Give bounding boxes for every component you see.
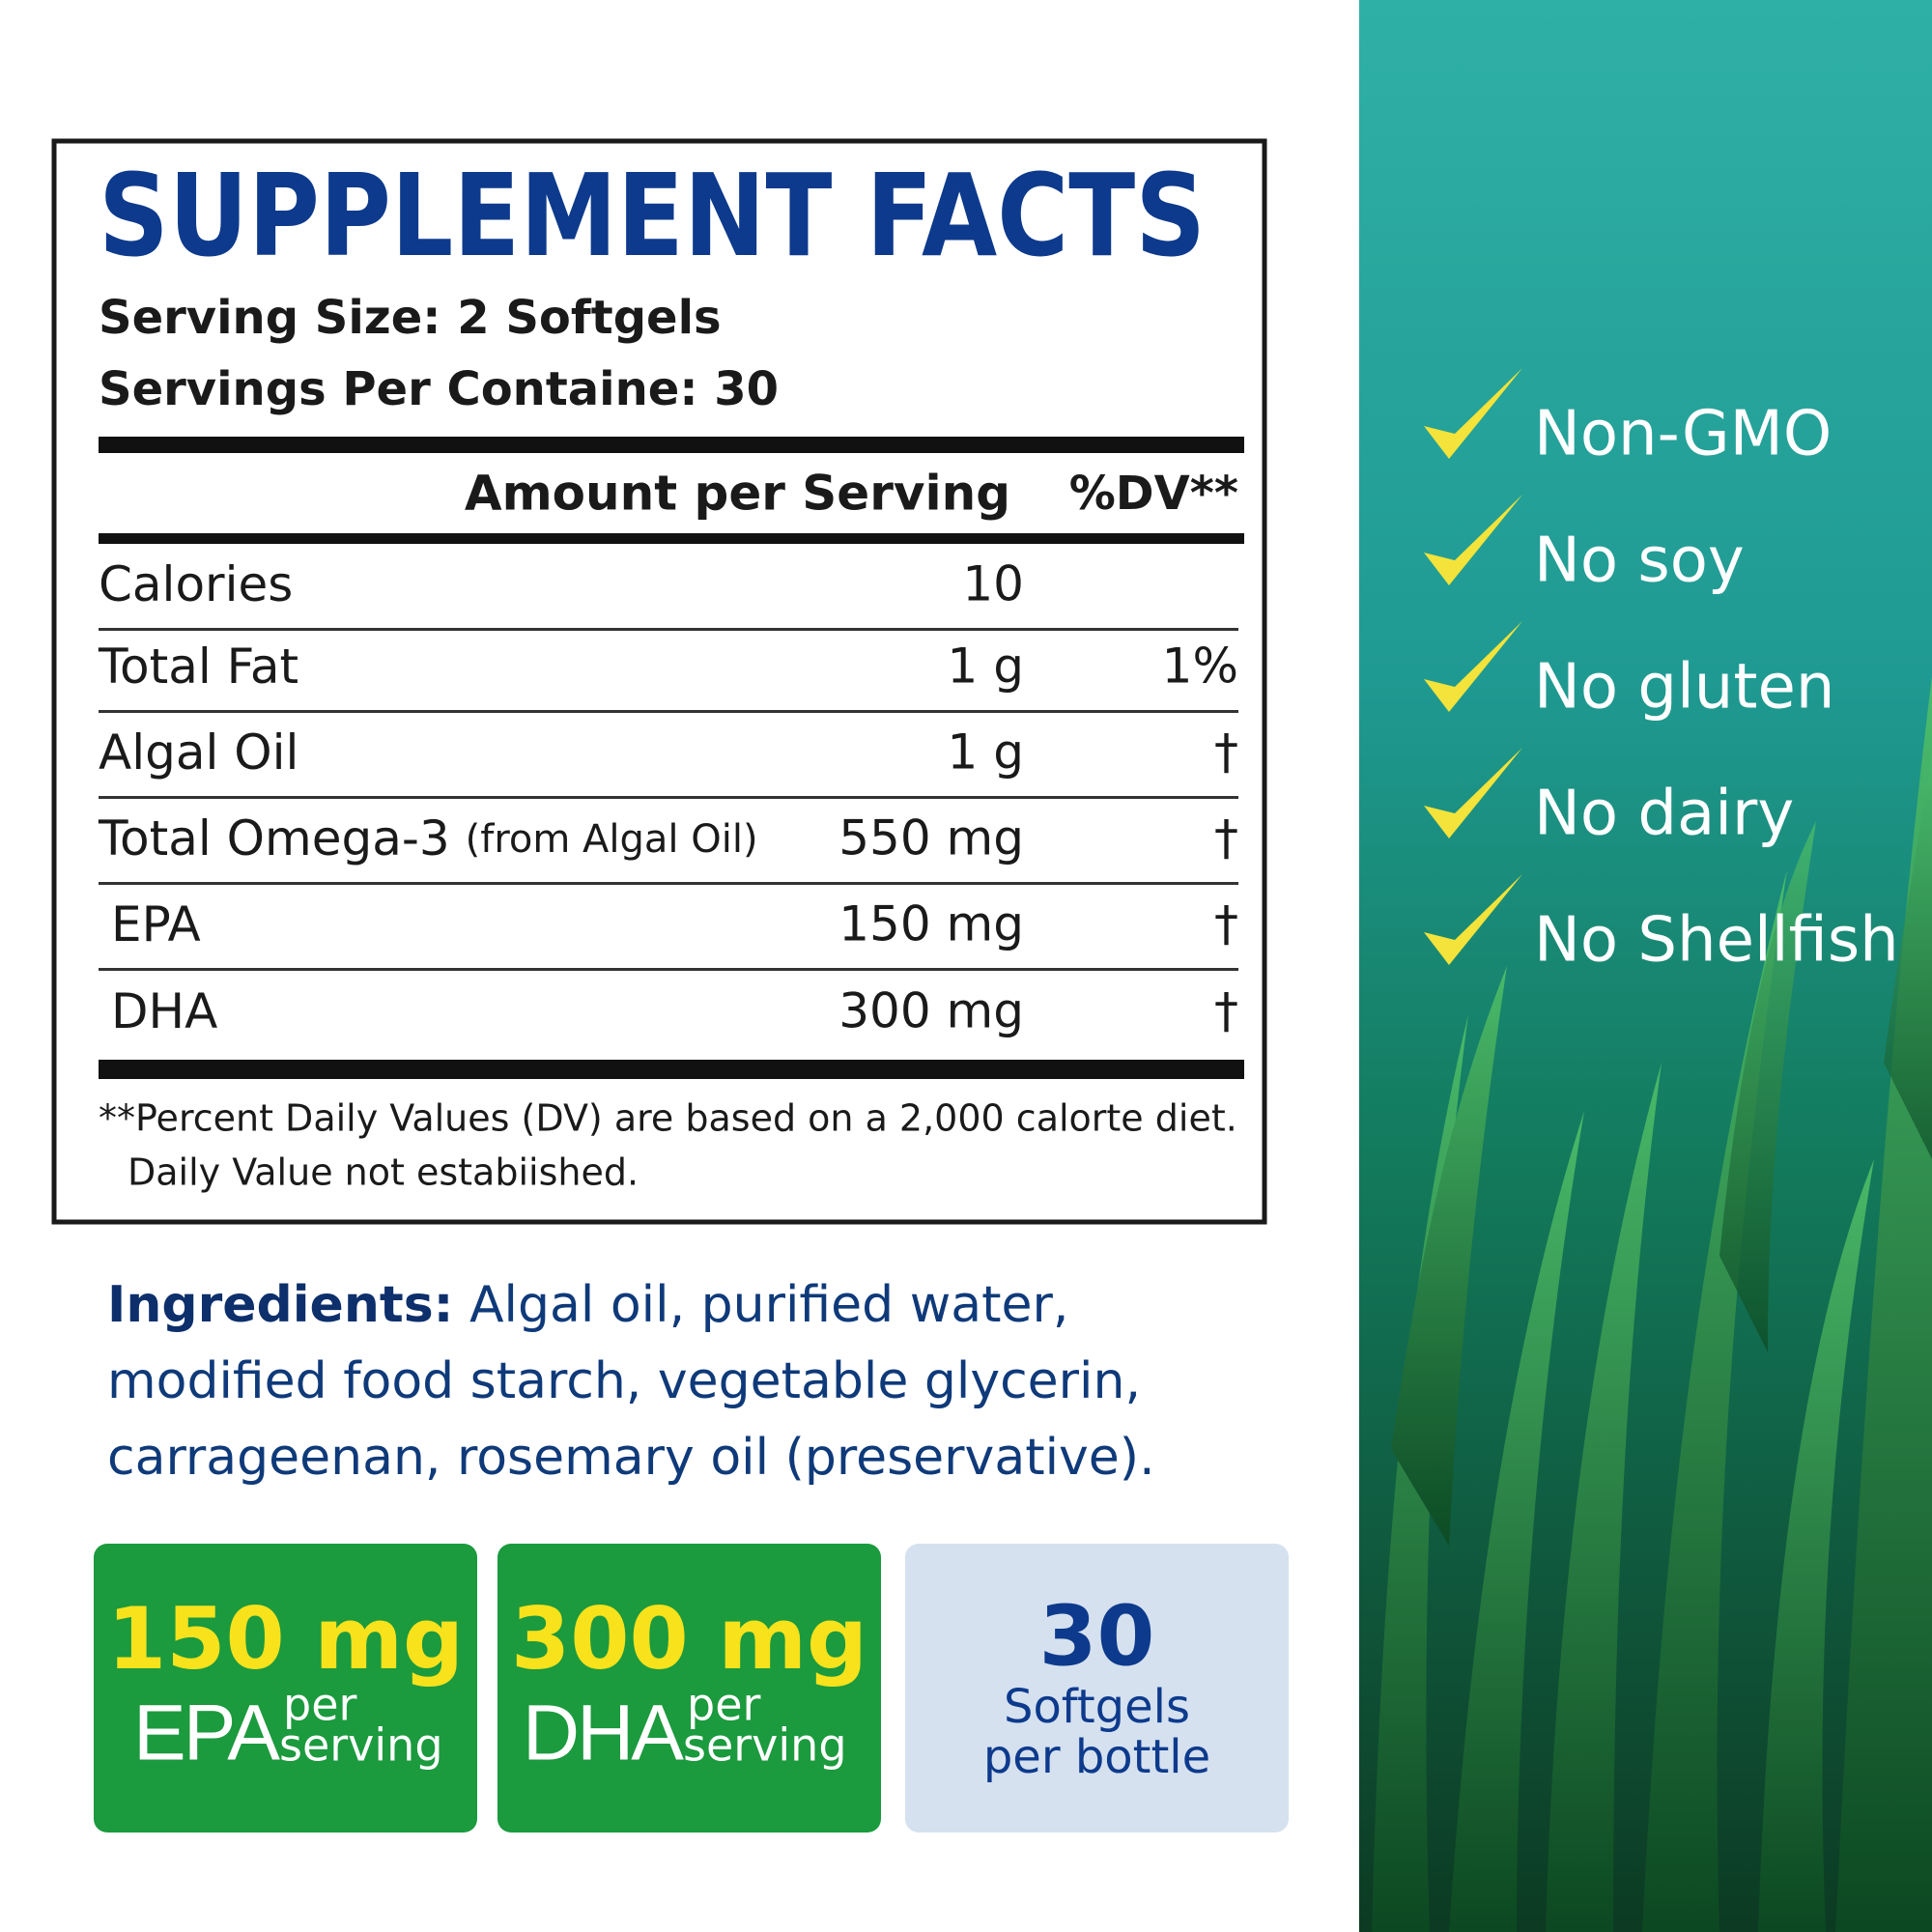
row-rule	[99, 968, 1238, 971]
ingredients: Ingredients: Algal oil, purified water, …	[107, 1267, 1286, 1496]
facts-box	[51, 138, 1267, 1225]
badge-name: EPA	[133, 1690, 280, 1777]
nutrient-name: EPA	[111, 896, 201, 952]
facts-title: SUPPLEMENT FACTS	[99, 149, 1206, 282]
badge	[905, 1544, 1289, 1833]
badge-amount: 150 mg	[107, 1589, 464, 1689]
badge	[94, 1544, 477, 1833]
footnote: **Percent Daily Values (DV) are based on…	[99, 1097, 1237, 1140]
row-rule	[99, 882, 1238, 885]
badge-per: per	[283, 1679, 357, 1731]
claim: No dairy	[1534, 779, 1794, 850]
header-amount: Amount per Serving	[465, 466, 1010, 522]
thick-rule	[99, 1060, 1244, 1079]
nutrient-name: DHA	[111, 983, 217, 1039]
header-dv: %DV**	[1069, 467, 1238, 521]
nutrient-amount: 550 mg	[838, 810, 1024, 867]
check-icon	[1424, 368, 1522, 459]
check-icon	[1424, 495, 1522, 585]
ingredients-text: Algal oil, purified water, modified food…	[107, 1276, 1155, 1487]
ingredients-label: Ingredients:	[107, 1276, 454, 1334]
row-rule	[99, 796, 1238, 799]
rule	[99, 533, 1244, 544]
nutrient-name: Total Omega-3	[98, 810, 450, 867]
badge-name: DHA	[523, 1690, 684, 1777]
claim: No soy	[1534, 526, 1745, 597]
nutrient-amount: 300 mg	[838, 983, 1024, 1039]
seagrass	[1372, 676, 1932, 1932]
check-icon	[1424, 748, 1522, 838]
nutrient-dv: †	[1214, 896, 1238, 952]
nutrient-amount: 1 g	[948, 724, 1024, 781]
nutrient-dv: †	[1214, 724, 1238, 781]
badge	[497, 1544, 881, 1833]
badge-line: Softgels	[1004, 1680, 1190, 1734]
nutrient-name: DHA	[111, 983, 217, 1039]
claim: No Shellfish	[1534, 905, 1899, 977]
nutrient-name: Calories	[99, 556, 293, 612]
serving-size: Serving Size: 2 Softgels	[99, 291, 722, 345]
claim: Non-GMO	[1534, 399, 1832, 470]
nutrient-dv: †	[1214, 810, 1238, 867]
row-rule	[99, 710, 1238, 713]
badge-amount: 30	[1039, 1588, 1155, 1685]
nutrient-dv: †	[1214, 983, 1238, 1039]
footnote: Daily Value not estabiished.	[128, 1151, 639, 1194]
sea-panel	[1359, 0, 1932, 1932]
nutrient-name: Algal Oil	[99, 724, 298, 781]
nutrient-name: Total Fat	[98, 639, 298, 695]
nutrient-amount: 1 g	[948, 639, 1024, 695]
nutrient-note: (from Algal Oil)	[466, 817, 758, 862]
badge-per: per	[687, 1679, 761, 1731]
check-icon	[1424, 621, 1522, 712]
nutrient-name: EPA	[111, 896, 201, 952]
nutrient-dv: 1%	[1162, 639, 1238, 695]
nutrient-amount: 150 mg	[838, 896, 1024, 952]
nutrient-name: Calories	[99, 556, 293, 612]
servings-per-container: Servings Per Containe: 30	[99, 362, 779, 416]
badge-unit: serving	[279, 1719, 443, 1772]
nutrient-name: Total Fat	[98, 639, 298, 695]
nutrient-name: Total Omega-3 (from Algal Oil)	[98, 810, 758, 867]
badge-line: per bottle	[983, 1730, 1210, 1784]
check-icon	[1424, 874, 1522, 965]
row-rule	[99, 628, 1238, 631]
nutrient-amount: 10	[962, 556, 1024, 612]
badge-amount: 300 mg	[511, 1589, 867, 1689]
nutrient-name: Algal Oil	[99, 724, 298, 781]
thick-rule	[99, 437, 1244, 453]
badge-unit: serving	[683, 1719, 847, 1772]
claim: No gluten	[1534, 652, 1834, 724]
